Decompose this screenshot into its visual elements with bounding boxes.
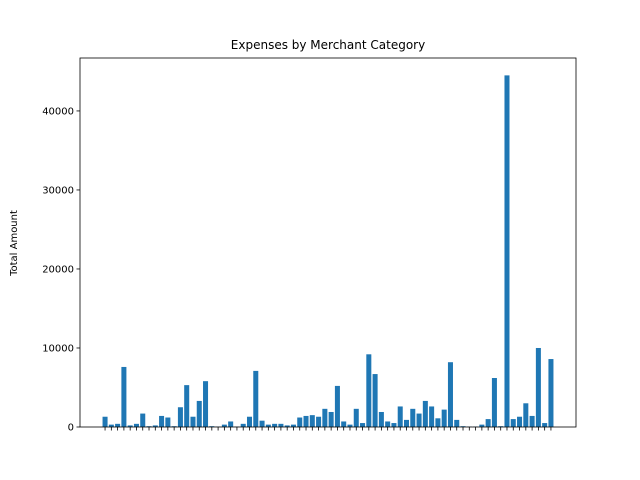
bar [309,415,315,427]
axes-frame [79,57,577,428]
bar [347,424,353,427]
bar [517,416,523,427]
bar [265,424,271,427]
bar [259,420,265,427]
bar [203,381,209,427]
bar [190,416,196,427]
bar [303,415,309,427]
bar [253,370,259,427]
bar [385,421,391,427]
bar [284,425,290,427]
bar [372,374,378,427]
bar [397,406,403,427]
bar [246,416,253,427]
bar [491,378,497,427]
bar [548,359,554,427]
y-axis-label: Total Amount [9,210,20,277]
bar [127,425,133,427]
bar [378,411,384,427]
bar [290,424,296,427]
bar [403,419,410,427]
bar [454,419,460,427]
bar [410,408,416,427]
bar [228,421,234,427]
bar [422,400,428,427]
bar [159,415,165,427]
bar [353,408,359,427]
bar [196,400,202,427]
bar [140,413,146,427]
bar [535,347,541,427]
bar [435,418,441,427]
bar [133,423,139,427]
bar [184,385,190,427]
y-tick-label: 30000 [42,185,74,196]
bar [278,423,284,427]
bar [391,423,397,427]
bar [504,75,510,427]
bar [441,409,447,427]
y-tick-label: 10000 [42,343,74,354]
bar [152,425,158,427]
bar [108,424,114,427]
y-tick-label: 0 [68,423,74,434]
bar [542,423,548,427]
bar [341,421,347,427]
bar [447,362,453,427]
y-tick-label: 20000 [42,264,74,275]
bar [102,416,108,427]
y-tick-label: 40000 [42,106,74,117]
bar [322,408,328,427]
bar [272,423,278,427]
bar [429,406,435,427]
bar [121,366,127,427]
bar [523,403,529,427]
bar [479,424,485,427]
chart-title: Expenses by Merchant Category [231,38,425,52]
bar [529,415,535,427]
bar [416,413,422,427]
bar [177,407,183,427]
bar [297,417,303,427]
bar [360,423,366,427]
bar [366,354,372,427]
bar [221,424,227,427]
bar [316,416,322,427]
bar [334,385,340,427]
bar [485,419,491,427]
bar [165,417,171,427]
bar [115,423,121,427]
bar [328,411,334,427]
bar [240,423,246,427]
bar [510,419,516,427]
